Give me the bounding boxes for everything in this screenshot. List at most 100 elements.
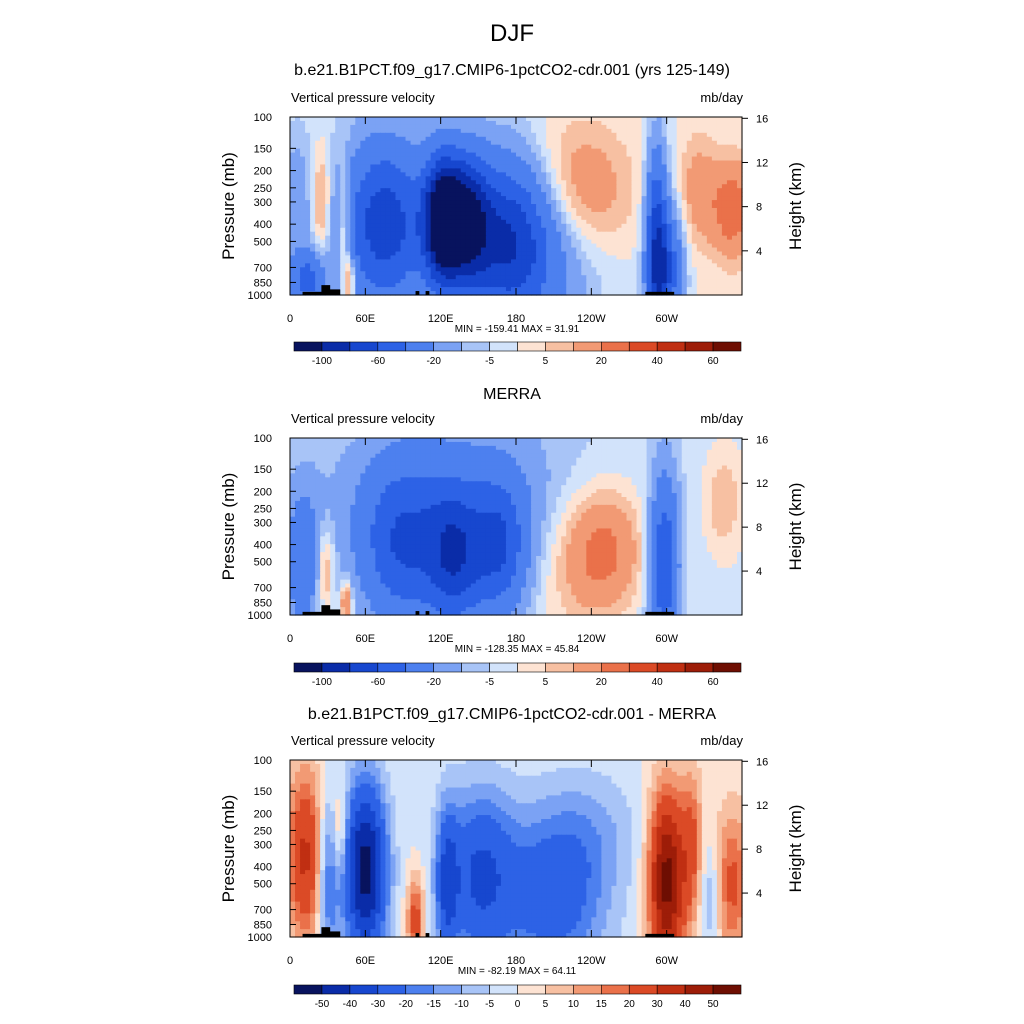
field-cell (490, 140, 497, 146)
field-cell (305, 445, 311, 451)
field-cell (621, 275, 628, 280)
field-cell (335, 180, 341, 185)
field-cell (385, 140, 392, 146)
field-cell (541, 469, 547, 474)
field-cell (505, 239, 512, 245)
field-cell (701, 441, 708, 447)
field-cell (591, 176, 597, 181)
field-cell (661, 247, 668, 253)
field-cell (541, 441, 547, 447)
field-cell (671, 200, 678, 205)
field-cell (631, 267, 638, 272)
field-cell (365, 176, 371, 181)
field-cell (711, 263, 718, 268)
field-cell (586, 124, 592, 130)
field-cell (370, 453, 376, 459)
field-cell (355, 279, 361, 284)
field-cell (505, 243, 512, 249)
field-cell (305, 247, 311, 253)
field-cell (551, 152, 557, 158)
field-cell (500, 124, 507, 130)
field-cell (691, 441, 698, 447)
field-cell (696, 227, 703, 233)
field-cell (310, 132, 316, 138)
field-cell (510, 168, 517, 173)
field-cell (325, 184, 331, 189)
field-cell (706, 196, 713, 201)
field-cell (526, 132, 532, 138)
field-cell (385, 188, 392, 193)
field-cell (581, 180, 587, 185)
field-cell (485, 263, 492, 268)
field-cell (541, 140, 547, 146)
field-cell (375, 223, 381, 229)
field-cell (581, 255, 587, 260)
field-cell (696, 124, 703, 130)
field-cell (596, 164, 602, 170)
field-cell (691, 140, 698, 146)
field-cell (516, 160, 522, 166)
field-cell (350, 457, 356, 463)
field-cell (711, 283, 718, 288)
field-cell (485, 128, 492, 134)
field-cell (465, 465, 472, 471)
field-cell (410, 263, 417, 268)
field-cell (310, 465, 316, 471)
field-cell (666, 156, 673, 162)
field-cell (390, 263, 397, 268)
field-cell (375, 255, 381, 260)
field-cell (731, 219, 738, 225)
field-cell (365, 200, 371, 205)
field-cell (380, 148, 387, 154)
field-cell (731, 164, 738, 170)
field-cell (340, 461, 346, 467)
field-cell (711, 465, 718, 471)
field-cell (686, 469, 693, 474)
field-cell (380, 156, 387, 162)
field-cell (696, 457, 703, 463)
field-cell (551, 461, 557, 467)
field-cell (596, 449, 602, 455)
field-cell (571, 243, 577, 249)
colorbar-box (712, 341, 742, 352)
field-cell (726, 132, 733, 138)
field-cell (591, 132, 597, 138)
field-cell (521, 164, 527, 170)
field-cell (500, 223, 507, 229)
field-cell (606, 287, 613, 292)
field-cell (671, 438, 678, 443)
field-cell (375, 132, 381, 138)
field-cell (360, 204, 366, 209)
field-cell (295, 144, 301, 150)
field-cell (671, 204, 678, 209)
field-cell (521, 243, 527, 249)
field-cell (455, 215, 462, 221)
field-cell (626, 291, 633, 296)
field-cell (706, 461, 713, 467)
field-cell (495, 473, 502, 478)
field-cell (325, 243, 331, 249)
field-cell (350, 156, 356, 162)
field-cell (335, 152, 341, 158)
field-cell (696, 164, 703, 170)
field-cell (591, 291, 597, 296)
field-cell (355, 184, 361, 189)
field-cell (440, 271, 447, 276)
field-cell (290, 192, 296, 197)
field-cell (405, 255, 412, 260)
field-cell (345, 160, 351, 166)
field-cell (485, 223, 492, 229)
field-cell (596, 176, 602, 181)
field-cell (345, 235, 351, 241)
field-cell (315, 156, 321, 162)
field-cell (325, 117, 331, 122)
field-cell (546, 132, 552, 138)
field-cell (465, 473, 472, 478)
field-cell (385, 279, 392, 284)
field-cell (601, 449, 607, 455)
field-cell (646, 188, 653, 193)
field-cell (345, 263, 351, 268)
field-cell (300, 196, 306, 201)
field-cell (726, 469, 733, 474)
colorbar-label: -5 (485, 356, 494, 367)
